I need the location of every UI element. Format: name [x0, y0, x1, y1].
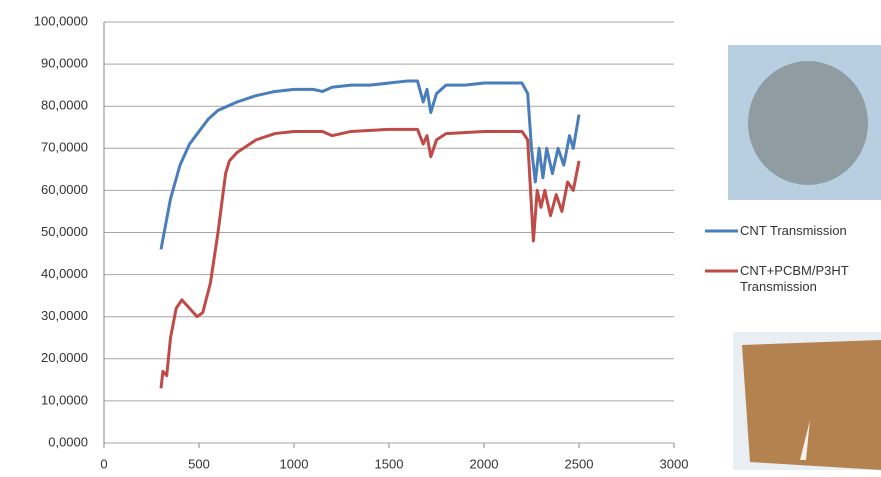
y-tick-label: 0,0000: [48, 434, 88, 449]
y-tick-label: 40,0000: [41, 266, 88, 281]
line-series: [161, 129, 579, 388]
photo-cnt-disk: [748, 61, 868, 185]
legend-label: CNT Transmission: [740, 223, 881, 239]
legend-label: CNT+PCBM/P3HT Transmission: [740, 263, 881, 295]
y-tick-label: 50,0000: [41, 224, 88, 239]
page: 0,0000 10,0000 20,0000 30,0000 40,0000 50,000…: [0, 0, 881, 477]
y-tick-label: 10,0000: [41, 392, 88, 407]
x-tick-label: 1500: [375, 456, 404, 471]
photo-blend: [742, 340, 881, 470]
y-tick-label: 30,0000: [41, 308, 88, 323]
y-tick-label: 60,0000: [41, 182, 88, 197]
y-tick-label: 70,0000: [41, 140, 88, 155]
y-tick-label: 100,0000: [34, 13, 88, 28]
y-tick-label: 80,0000: [41, 98, 88, 113]
x-tick-label: 1000: [280, 456, 309, 471]
x-tick-label: 2000: [470, 456, 499, 471]
y-tick-label: 90,0000: [41, 56, 88, 71]
x-tick-label: 0: [100, 456, 107, 471]
x-tick-label: 500: [188, 456, 210, 471]
x-tick-label: 2500: [565, 456, 594, 471]
y-tick-label: 20,0000: [41, 350, 88, 365]
x-tick-label: 3000: [660, 456, 689, 471]
